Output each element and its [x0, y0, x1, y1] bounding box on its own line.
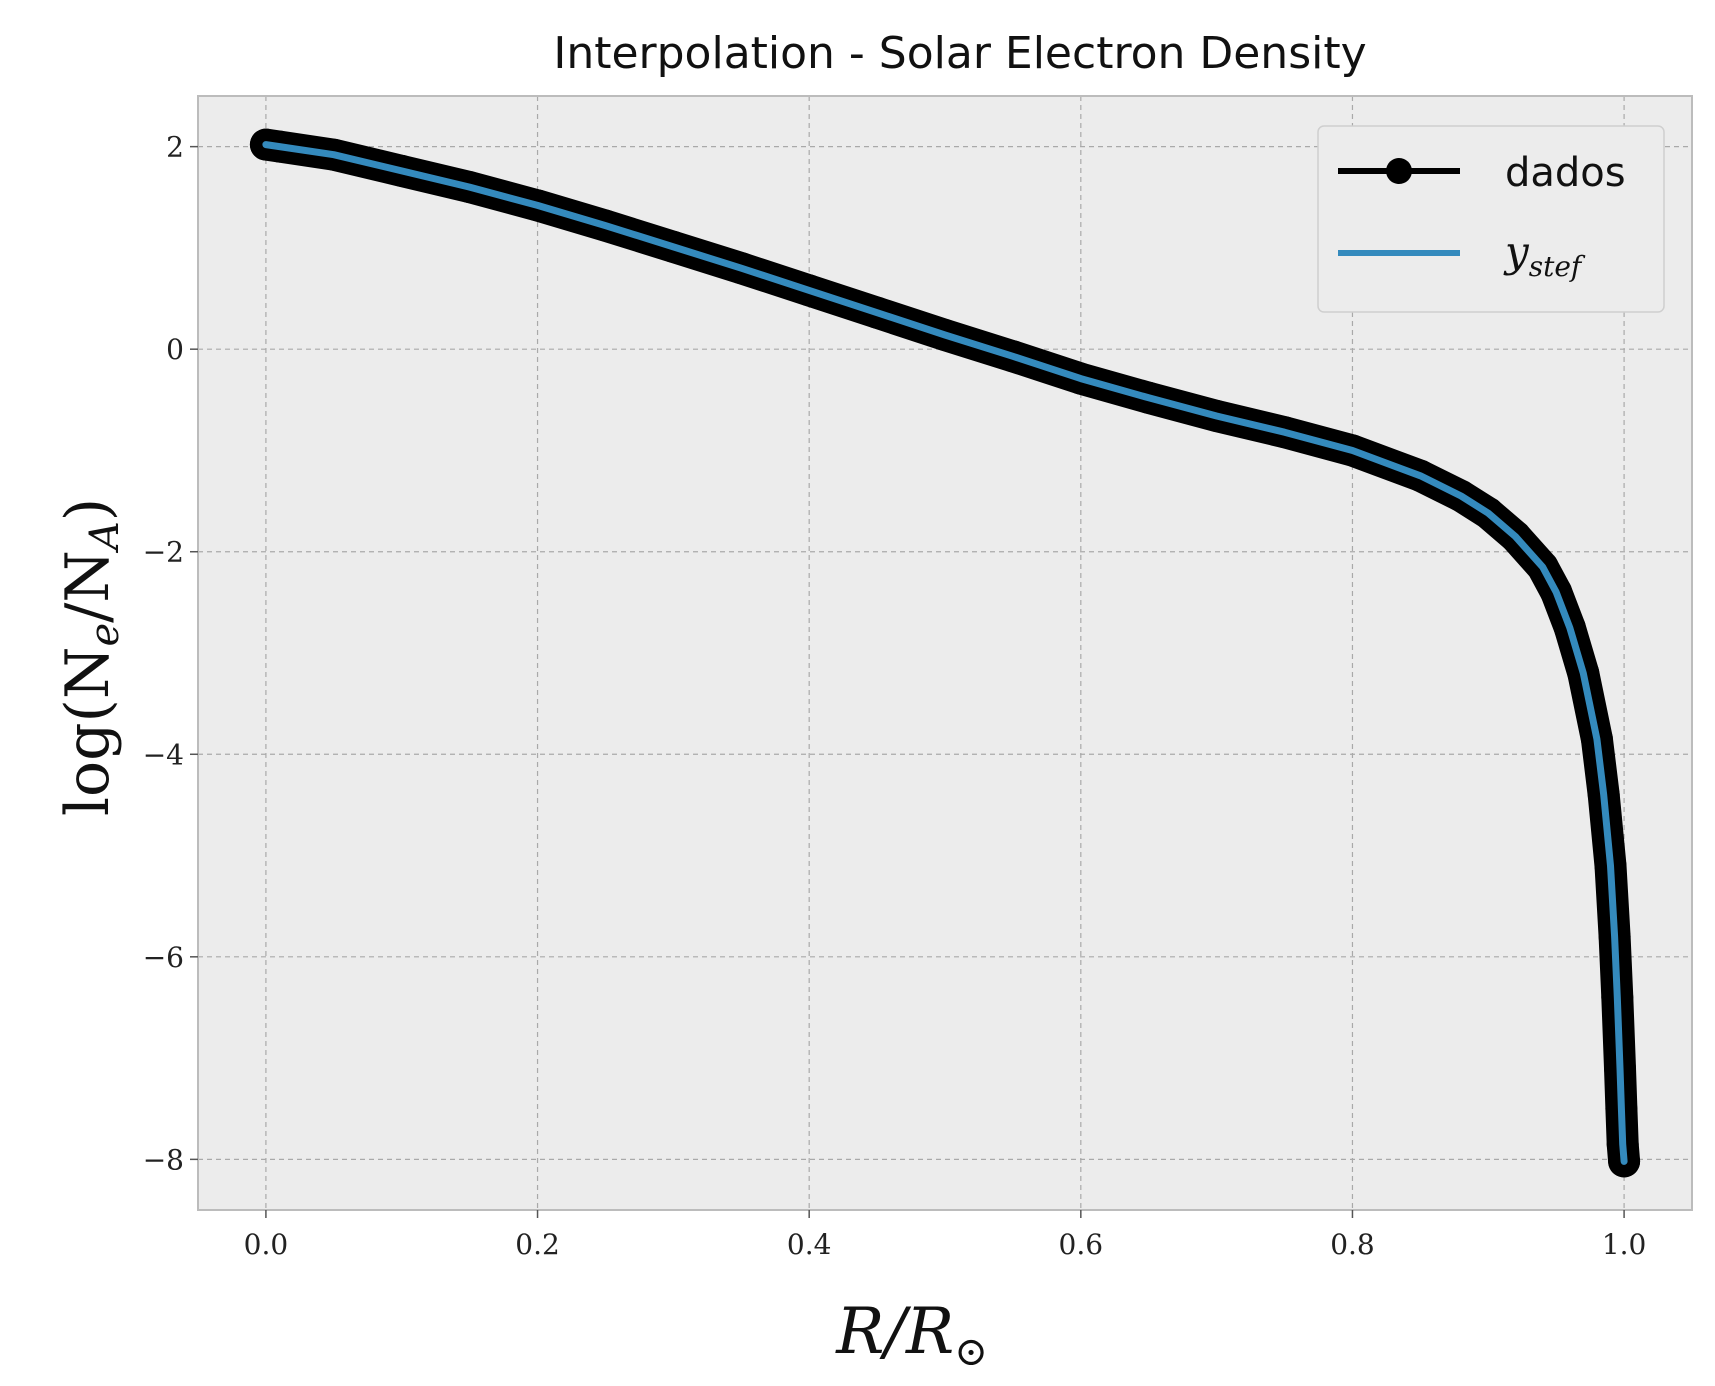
- x-tick-label: 0.0: [244, 1228, 289, 1261]
- legend-ystef-sub: stef: [1529, 250, 1586, 283]
- y-tick-label: −2: [143, 536, 184, 569]
- legend-ystef-label: ystef: [1503, 227, 1586, 283]
- plot-frame: [197, 95, 1693, 1211]
- y-tick-label: 0: [166, 333, 184, 366]
- y-tick-label: −4: [143, 738, 184, 771]
- x-axis-ticks: 0.0 0.2 0.4 0.6 0.8 1.0: [244, 1210, 1647, 1261]
- x-tick-label: 1.0: [1602, 1228, 1647, 1261]
- x-axis-label-sub: ⊙: [954, 1329, 988, 1375]
- legend: dados ystef: [1317, 125, 1665, 313]
- y-axis-ticks: 2 0 −2 −4 −6 −8: [143, 131, 198, 1176]
- x-tick-label: 0.6: [1059, 1228, 1104, 1261]
- y-axis-label-prefix: log(N: [53, 647, 123, 817]
- y-axis-label-sub1: e: [82, 623, 128, 647]
- legend-dados-label: dados: [1505, 150, 1626, 196]
- x-axis-label: R/R⊙: [835, 1295, 987, 1375]
- y-axis-label: log(Ne/NA): [53, 498, 128, 816]
- x-tick-label: 0.8: [1330, 1228, 1375, 1261]
- y-axis-label-sub2: A: [82, 521, 128, 554]
- y-axis-label-mid: /N: [53, 550, 123, 623]
- series-ystef-line: [262, 141, 1628, 1165]
- y-tick-label: −6: [143, 941, 184, 974]
- y-axis-label-suffix: ): [53, 498, 123, 521]
- legend-ystef-base: y: [1503, 227, 1530, 276]
- x-axis-label-base: R/R: [835, 1295, 954, 1369]
- legend-dados-marker: [1386, 158, 1412, 184]
- x-tick-label: 0.4: [787, 1228, 832, 1261]
- x-tick-label: 0.2: [515, 1228, 560, 1261]
- y-tick-label: −8: [143, 1143, 184, 1176]
- chart-title: Interpolation - Solar Electron Density: [553, 28, 1366, 79]
- y-tick-label: 2: [166, 131, 184, 164]
- series-layer: [249, 128, 1641, 1178]
